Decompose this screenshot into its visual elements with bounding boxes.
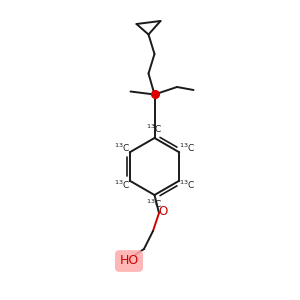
Text: $^{13}$C: $^{13}$C [114,179,130,191]
Text: $^{13}$C: $^{13}$C [114,142,130,154]
Text: $^{13}$C: $^{13}$C [146,123,163,135]
Text: $^{13}$C: $^{13}$C [146,198,163,210]
Text: $^{13}$C: $^{13}$C [179,179,195,191]
Text: $^{13}$C: $^{13}$C [179,142,195,154]
Text: HO: HO [119,254,139,268]
Text: O: O [158,205,167,218]
